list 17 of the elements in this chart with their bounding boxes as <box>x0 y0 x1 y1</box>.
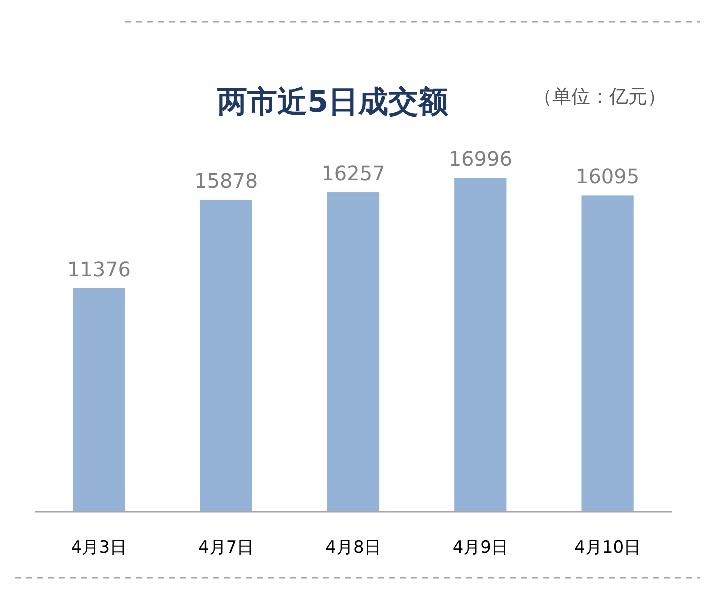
x-tick-label: 4月9日 <box>452 538 508 558</box>
data-label: 16095 <box>576 164 640 189</box>
bar <box>454 178 507 512</box>
data-label: 15878 <box>194 168 258 193</box>
bar <box>327 192 380 512</box>
x-tick-label: 4月10日 <box>574 538 642 558</box>
data-label: 11376 <box>67 257 132 282</box>
data-label: 16257 <box>322 162 386 186</box>
bar <box>73 288 126 512</box>
chart-subtitle: （单位：亿元） <box>534 86 666 108</box>
x-tick-label: 4月3日 <box>71 538 128 558</box>
bar <box>200 200 252 512</box>
x-tick-label: 4月8日 <box>326 538 382 558</box>
chart-title: 两市近5日成交额 <box>216 85 448 120</box>
bar <box>582 196 634 512</box>
data-label: 16996 <box>448 147 512 171</box>
x-tick-label: 4月7日 <box>198 538 254 558</box>
